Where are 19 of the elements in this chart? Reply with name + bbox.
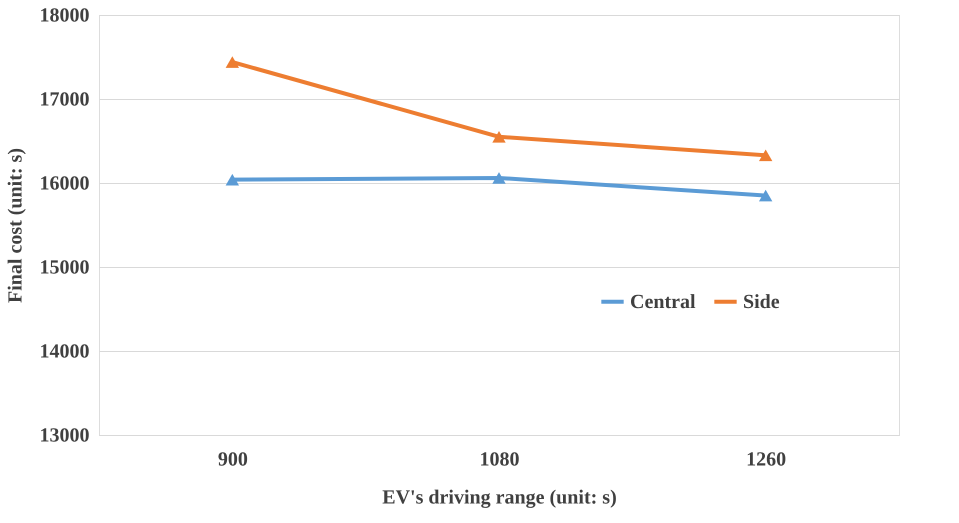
x-axis-title: EV's driving range (unit: s) (382, 486, 617, 508)
y-tick-label: 16000 (40, 172, 90, 194)
point (758, 190, 772, 202)
y-tick-label: 14000 (40, 340, 90, 362)
point (492, 130, 506, 143)
y-tick-label: 18000 (40, 4, 90, 26)
y-axis-title: Final cost (unit: s) (4, 148, 26, 303)
x-tick-label: 1080 (480, 448, 520, 470)
y-tick-label: 15000 (40, 256, 90, 278)
legend-label: Central (630, 290, 696, 313)
x-tick-label: 1260 (746, 448, 786, 470)
point (758, 149, 772, 162)
point (492, 172, 506, 184)
point (226, 174, 240, 186)
y-tick-label: 17000 (40, 88, 90, 110)
x-tick-label: 900 (218, 448, 248, 470)
point (226, 56, 240, 68)
legend-label: Side (743, 290, 780, 313)
y-tick-label: 13000 (40, 424, 90, 446)
